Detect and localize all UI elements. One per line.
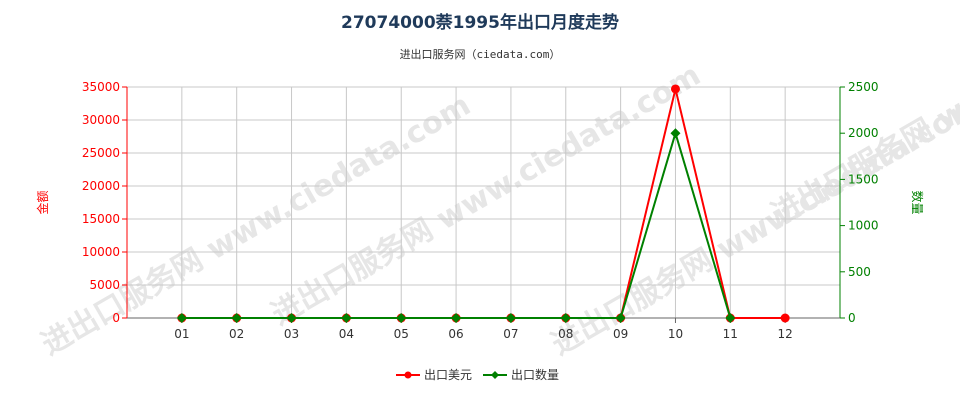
y-left-tick-label: 20000 [82, 179, 120, 193]
x-tick-label: 12 [778, 327, 793, 341]
data-point-quantity [725, 313, 736, 323]
y-right-tick-label: 500 [848, 265, 871, 279]
y-right-tick-label: 2500 [848, 80, 879, 94]
x-tick-label: 04 [339, 327, 354, 341]
x-tick-label: 07 [503, 327, 518, 341]
chart-title: 27074000萘1995年出口月度走势 [341, 13, 619, 33]
x-tick-label: 06 [448, 327, 463, 341]
y-left-tick-label: 0 [112, 311, 120, 325]
y-left-tick-label: 15000 [82, 212, 120, 226]
data-point-quantity [341, 313, 352, 323]
y-right-tick-label: 2000 [848, 126, 879, 140]
y-left-axis-label: 金额 [35, 190, 50, 214]
x-tick-label: 02 [229, 327, 244, 341]
y-right-tick-label: 1000 [848, 219, 879, 233]
series-line-amount [181, 88, 786, 319]
data-point-quantity [396, 313, 407, 323]
y-left-tick-label: 10000 [82, 245, 120, 259]
x-tick-label: 11 [723, 327, 738, 341]
y-right-tick-label: 0 [848, 311, 856, 325]
chart-subtitle: 进出口服务网（ciedata.com） [399, 48, 561, 61]
x-tick-label: 09 [613, 327, 628, 341]
data-point-quantity [560, 313, 571, 323]
y-right-tick-label: 1500 [848, 172, 879, 186]
y-right-axis-label: 数量 [910, 190, 925, 214]
data-point-amount [780, 313, 790, 323]
y-left-tick-label: 5000 [89, 278, 120, 292]
x-tick-label: 03 [284, 327, 299, 341]
y-left-tick-label: 35000 [82, 80, 120, 94]
y-left-tick-label: 25000 [82, 146, 120, 160]
legend-label: 出口美元 [424, 368, 472, 382]
x-tick-label: 01 [174, 327, 189, 341]
data-point-amount [670, 84, 680, 94]
data-point-quantity [231, 313, 242, 323]
plot-area [126, 86, 841, 319]
data-point-quantity [615, 313, 626, 323]
x-tick-label: 10 [668, 327, 683, 341]
data-point-quantity [451, 313, 462, 323]
legend-marker [491, 371, 499, 379]
legend-label: 出口数量 [511, 367, 559, 382]
x-tick-label: 08 [558, 327, 573, 341]
data-point-quantity [670, 128, 681, 139]
legend-marker [404, 371, 412, 379]
y-left-tick-label: 30000 [82, 113, 120, 127]
data-point-quantity [176, 313, 187, 323]
data-point-quantity [505, 313, 516, 323]
x-tick-label: 05 [394, 327, 409, 341]
data-point-quantity [286, 313, 297, 323]
